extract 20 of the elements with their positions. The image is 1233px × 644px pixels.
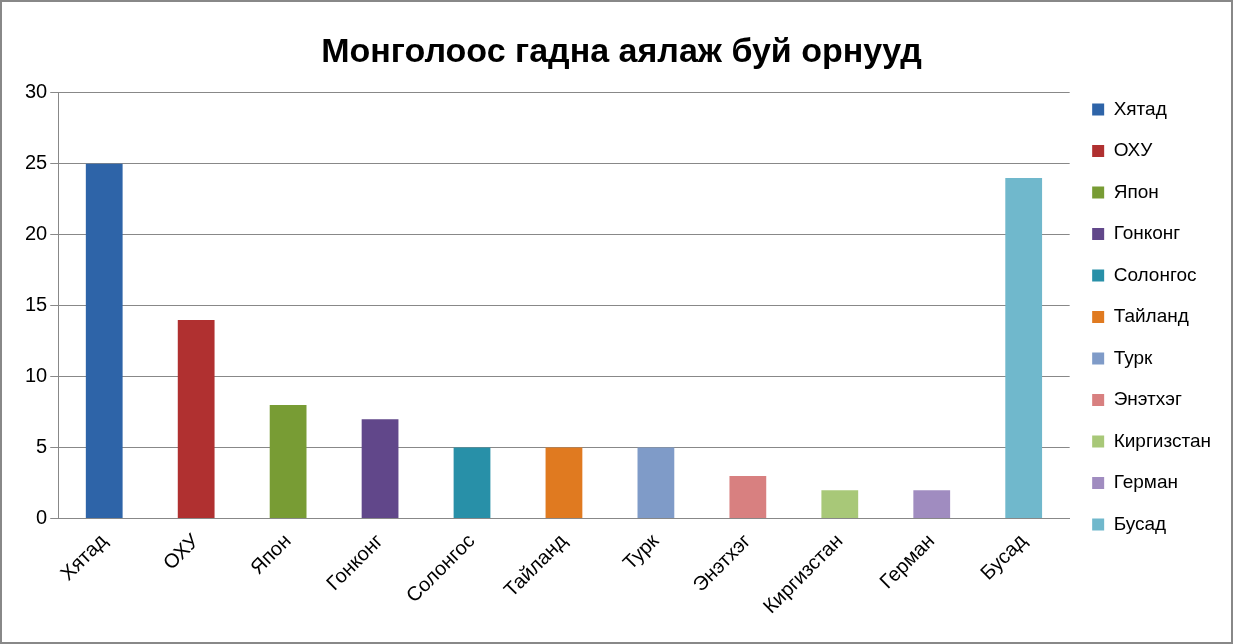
y-tick-label: 25 — [25, 151, 48, 174]
x-tick-label: Турк — [618, 529, 663, 574]
chart-title: Монголоос гадна аялаж буй орнууд — [321, 30, 922, 69]
y-tick-label: 15 — [25, 293, 48, 316]
y-tick-label: 5 — [36, 435, 48, 458]
legend-label: Бусад — [1113, 512, 1167, 534]
legend-label: Япон — [1113, 180, 1159, 202]
legend-label: Герман — [1113, 471, 1178, 493]
y-tick-label: 30 — [25, 80, 48, 103]
legend-label: Энэтхэг — [1113, 388, 1182, 410]
y-tick-label: 0 — [36, 506, 48, 529]
y-tick-label: 10 — [25, 364, 48, 387]
legend-label: Гонконг — [1113, 222, 1181, 244]
legend-label: Турк — [1113, 346, 1154, 368]
legend-label: Хятад — [1113, 97, 1167, 119]
y-tick-label: 20 — [25, 222, 48, 245]
legend-label: Киргизстан — [1113, 429, 1212, 451]
legend-label: Солонгос — [1113, 263, 1197, 285]
legend-label: Тайланд — [1113, 305, 1189, 327]
legend-label: ОХУ — [1113, 139, 1154, 161]
